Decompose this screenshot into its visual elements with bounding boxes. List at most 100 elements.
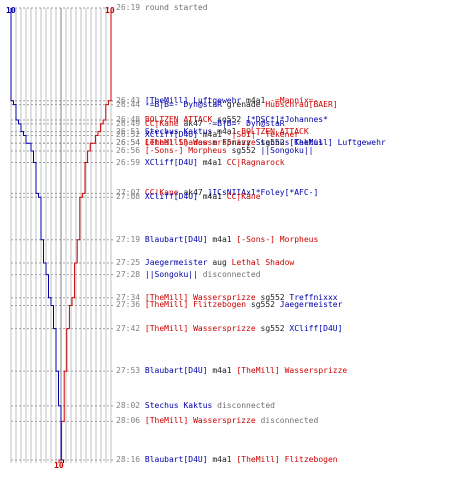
- event-time: 27:34: [116, 292, 145, 302]
- event-text: ||Songoku||: [260, 145, 314, 155]
- event-text: CC|Kane: [144, 118, 179, 128]
- event-time: 26:54: [116, 138, 145, 148]
- event-text: Stechus Kaktus: [144, 400, 213, 410]
- event-text: sg552: [255, 292, 290, 302]
- event-time: 26:52: [116, 130, 145, 140]
- blue-team-line: [10, 8, 64, 463]
- event-time: 28:16: [116, 455, 145, 464]
- event-text: CC|Kane: [226, 192, 261, 202]
- event-text: Stechus Kaktus: [144, 126, 213, 136]
- event-time: 27:36: [116, 300, 145, 310]
- event-time: 26:54: [116, 138, 145, 148]
- event-text: [-Sons-] Morpheus: [236, 234, 319, 244]
- event-text: BOLTZEN ATTACK: [241, 126, 309, 136]
- event-time: 28:06: [116, 416, 145, 426]
- event-time: 26:43: [116, 95, 145, 105]
- event-dash-lines: [11, 7, 114, 461]
- event-text: m4a1: [241, 95, 271, 105]
- event-time: 26:51: [116, 126, 145, 136]
- event-row: 26:54 Lethal Shadow m F5navy Stechus Kak…: [116, 138, 323, 147]
- event-text: XCliff[D4U]: [144, 192, 198, 202]
- event-row: 26:48 BOLTZEN ATTACK sg552 [*DSC*]*Johan…: [116, 115, 328, 124]
- event-row: 26:43 [TheMill] Luftgewehr m4a1 -=Mannix…: [116, 96, 318, 105]
- event-time: 26:48: [116, 115, 145, 125]
- event-text: Jaegermeister: [279, 300, 343, 310]
- event-time: 27:08: [116, 192, 145, 202]
- event-row: 27:36 [TheMill] Flitzebogen sg552 Jaeger…: [116, 300, 342, 309]
- event-text: BOLTZEN ATTACK: [144, 115, 213, 125]
- event-text: [TheMill] Flitzebogen: [144, 300, 247, 310]
- event-text: m4a1: [207, 234, 237, 244]
- event-text: Hubschrau[BAER]: [265, 99, 338, 109]
- event-text: [TheMill] Luftgewehr: [144, 95, 242, 105]
- event-row: 26:44 -=B|B=- Dyn@staR grenade Hubschrau…: [116, 100, 338, 109]
- event-row: 27:07 CC|Kane ak47 ]ICsNIIAx1*Foley[*AFC…: [116, 188, 318, 197]
- event-time: 26:44: [116, 99, 145, 109]
- event-text: -=B|B=- Dyn@staR: [144, 99, 222, 109]
- event-time: 27:53: [116, 366, 145, 376]
- event-time: 27:42: [116, 323, 145, 333]
- event-text: [TheMill] Wassersprizze: [144, 292, 256, 302]
- event-text: Jaegermeister: [144, 257, 208, 267]
- event-text: Lethal Shadow: [144, 138, 208, 148]
- event-row: 27:42 [TheMill] Wassersprizze sg552 XCli…: [116, 324, 342, 333]
- event-text: aug: [207, 257, 232, 267]
- event-text: -=Mannix=-: [270, 95, 319, 105]
- event-row: 26:52 XCliff[D4U] m4a1 -|SoI|- Tekener: [116, 130, 299, 139]
- event-text: [*DSC*]*Johannes*: [246, 115, 328, 125]
- event-text: ||Songoku||: [144, 269, 198, 279]
- event-time: 27:19: [116, 234, 145, 244]
- event-text: m4a1: [197, 192, 227, 202]
- event-text: sg552: [255, 323, 290, 333]
- event-time: 26:56: [116, 145, 145, 155]
- event-row: 26:56 [-Sons-] Morpheus sg552 ||Songoku|…: [116, 146, 314, 155]
- event-text: ]ICsNIIAx1*Foley[*AFC-]: [207, 188, 319, 198]
- bottom-score-label: 10: [54, 461, 64, 470]
- event-text: sg552: [246, 300, 280, 310]
- event-text: XCliff[D4U]: [144, 130, 198, 140]
- event-row: 26:49 CC|Kane ak47 -=B|B=- Dyn@staR: [116, 119, 285, 128]
- event-text: [TheMill] Wassersprizze: [236, 366, 348, 376]
- event-text: CC|Ragnarock: [226, 157, 285, 167]
- event-text: [TheMill] Wassersprizze: [144, 323, 256, 333]
- red-team-line: [58, 8, 112, 463]
- event-text: m4a1: [212, 126, 242, 136]
- event-time: 26:19: [116, 3, 145, 12]
- event-row: 27:34 [TheMill] Wassersprizze sg552 Tref…: [116, 293, 338, 302]
- event-row: 28:06 [TheMill] Wassersprizze disconnect…: [116, 416, 318, 425]
- event-text: Lethal Shadow: [231, 257, 295, 267]
- event-text: [TheMill] Wassersprizze: [144, 416, 256, 426]
- event-text: m4a1: [207, 366, 237, 376]
- event-text: round started: [144, 3, 208, 12]
- event-text: [TheMill] Flitzebogen: [236, 455, 338, 464]
- event-text: -=B|B=- Dyn@staR: [207, 118, 285, 128]
- event-text: XCliff[D4U]: [144, 157, 198, 167]
- event-row: 28:16 Blaubart[D4U] m4a1 [TheMill] Flitz…: [116, 455, 338, 464]
- event-time: 26:49: [116, 118, 145, 128]
- event-time: 27:28: [116, 269, 145, 279]
- event-text: CC|Kane: [144, 188, 179, 198]
- event-row: 27:53 Blaubart[D4U] m4a1 [TheMill] Wasse…: [116, 366, 347, 375]
- red-top-score-label: 10: [105, 6, 115, 15]
- event-time: 27:07: [116, 188, 145, 198]
- event-text: [-Sons-] Morpheus: [144, 145, 227, 155]
- event-text: sg552: [226, 145, 261, 155]
- event-row: 26:19 round started: [116, 3, 208, 12]
- event-text: Blaubart[D4U]: [144, 366, 208, 376]
- event-text: Stechus Kaktus: [255, 138, 324, 148]
- event-time: 27:25: [116, 257, 145, 267]
- event-row: 26:54 [TheMill] Wassersprizze sg552 [The…: [116, 138, 386, 147]
- event-text: disconnected: [197, 269, 261, 279]
- event-text: grenade: [221, 99, 266, 109]
- event-text: m4a1: [197, 157, 227, 167]
- event-text: m4a1: [197, 130, 227, 140]
- event-row: 27:19 Blaubart[D4U] m4a1 [-Sons-] Morphe…: [116, 235, 318, 244]
- event-text: [TheMill] Luftgewehr: [289, 138, 386, 148]
- blue-top-score-label: 10: [6, 6, 16, 15]
- event-text: m F5navy: [207, 138, 256, 148]
- event-row: 27:28 ||Songoku|| disconnected: [116, 270, 261, 279]
- event-text: m4a1: [207, 455, 237, 464]
- event-time: 28:02: [116, 400, 145, 410]
- event-row: 27:08 XCliff[D4U] m4a1 CC|Kane: [116, 192, 261, 201]
- event-text: XCliff[D4U]: [289, 323, 343, 333]
